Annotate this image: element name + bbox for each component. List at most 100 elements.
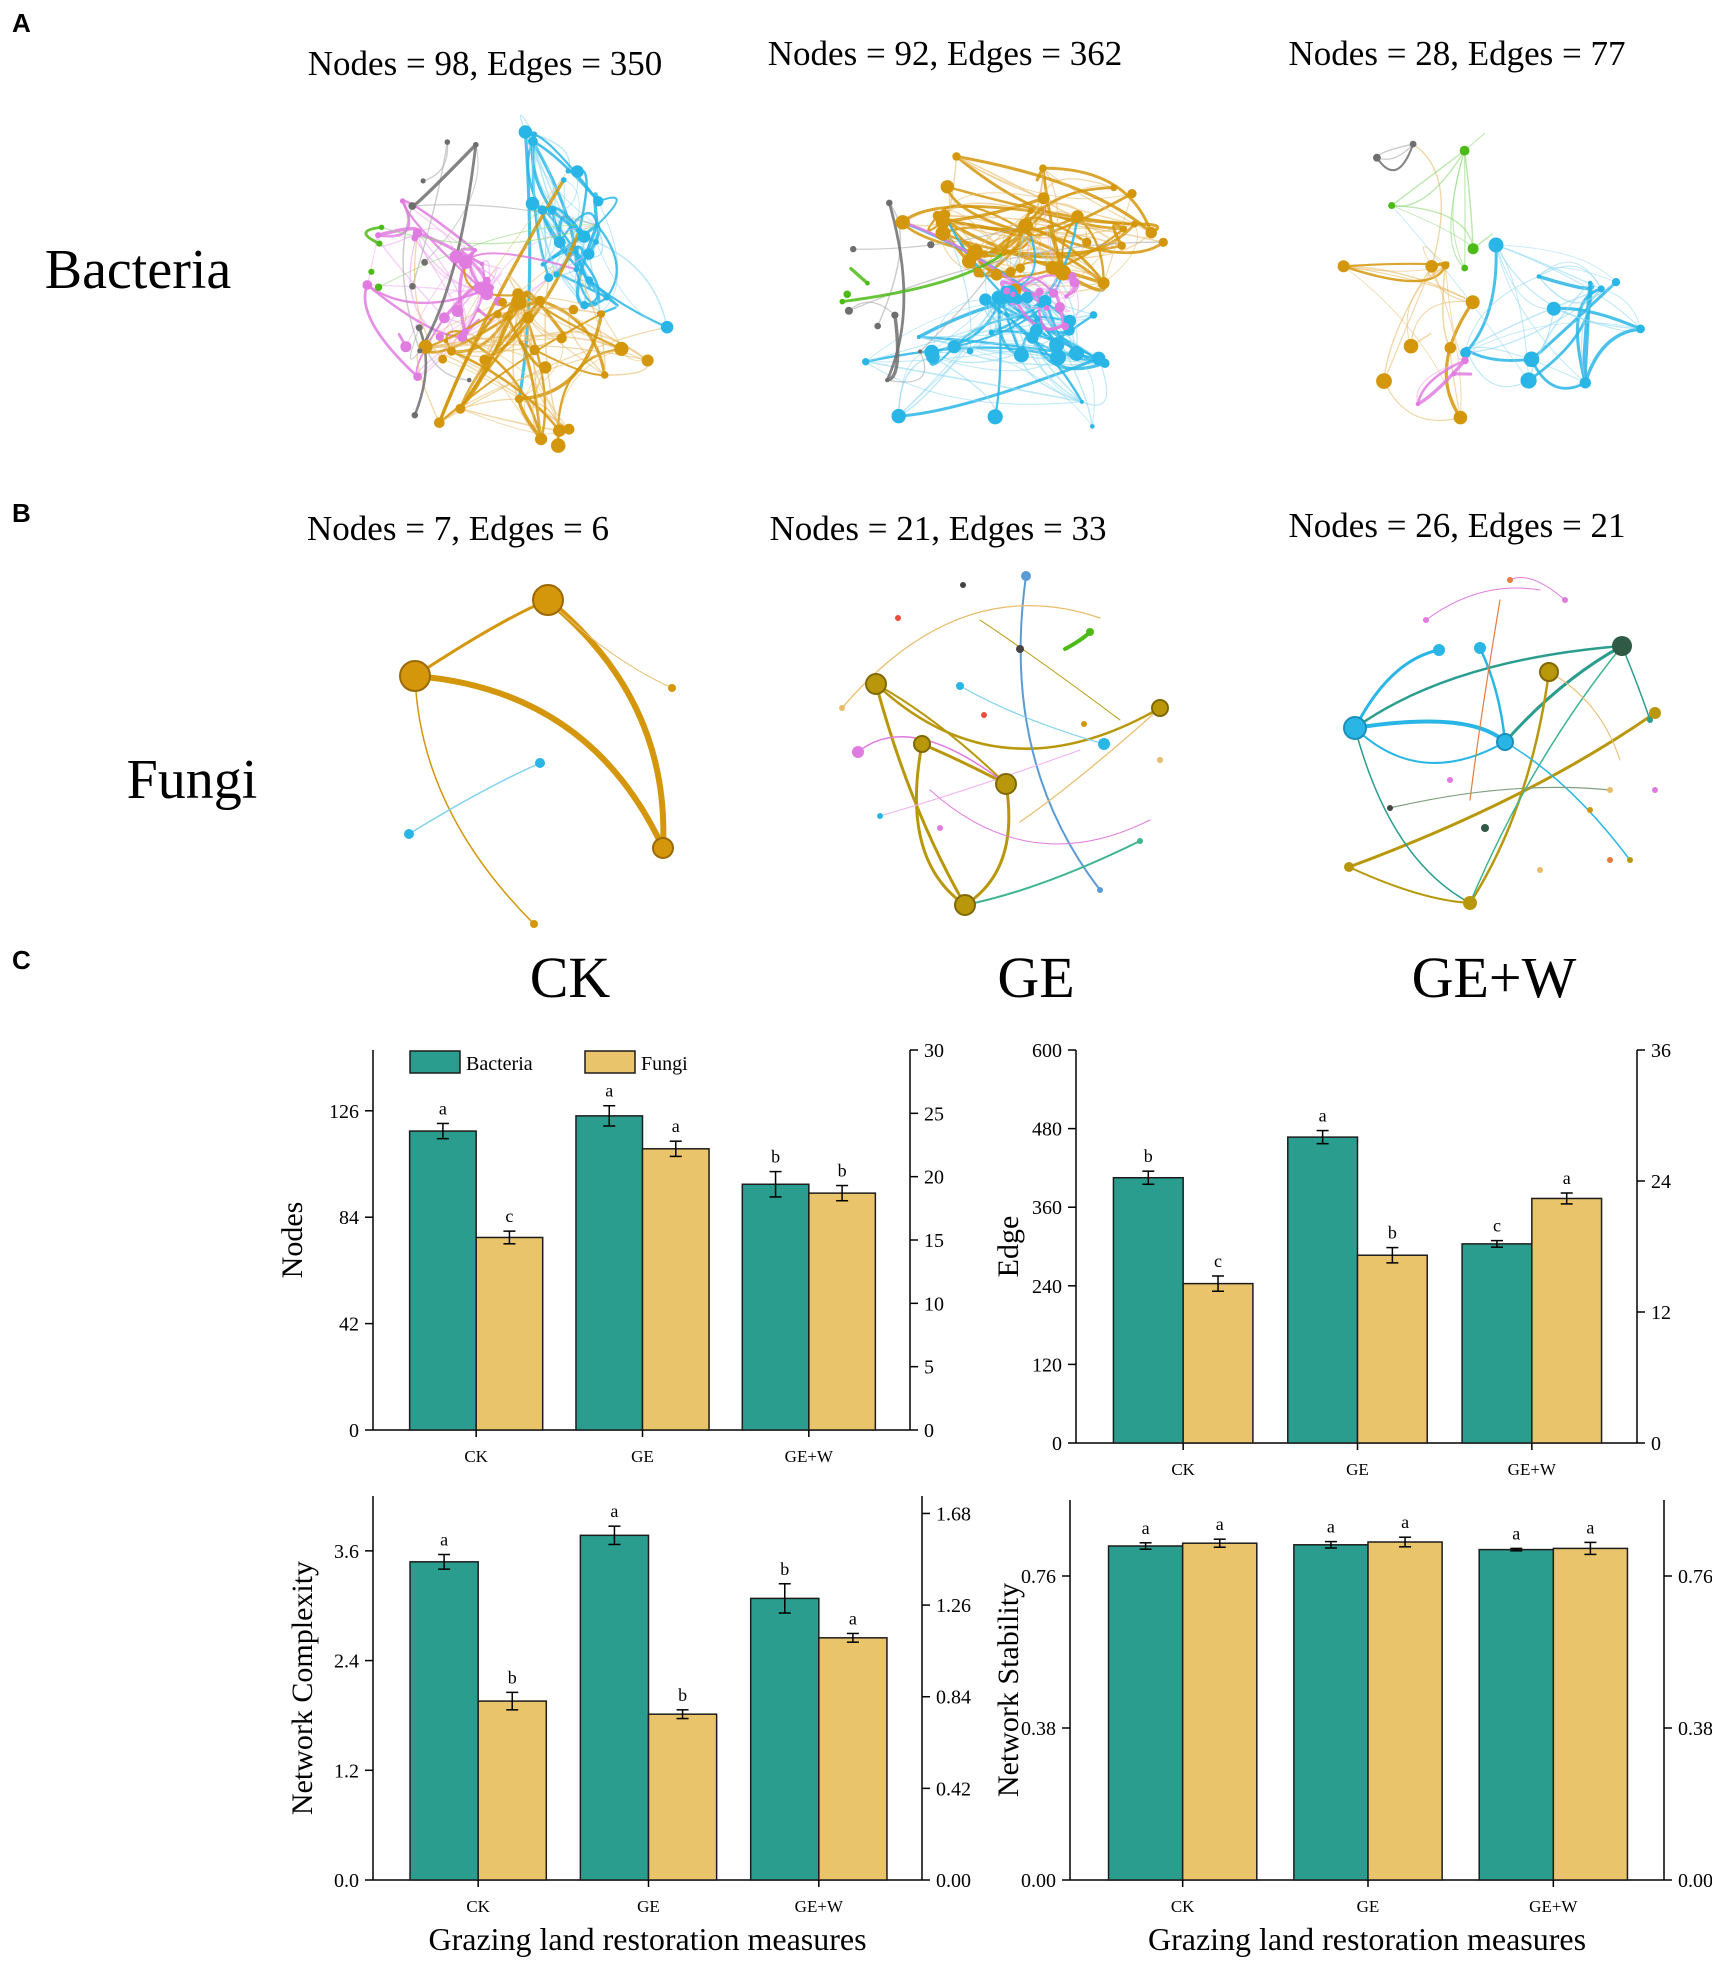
network-edge <box>1464 275 1540 354</box>
y-tick-label-left: 0.0 <box>334 1870 359 1892</box>
network-node <box>850 245 857 253</box>
network-node <box>865 280 870 286</box>
network-node <box>525 196 540 211</box>
y-tick-label-right: 1.26 <box>936 1595 971 1617</box>
network-node <box>1048 288 1059 298</box>
network-edge <box>984 298 1084 403</box>
network-node <box>981 712 987 718</box>
network-node <box>399 660 431 692</box>
network-node <box>1157 757 1163 763</box>
network-node <box>1451 371 1457 377</box>
network-edge <box>994 296 1002 418</box>
bar-bacteria <box>408 1130 477 1431</box>
network-node <box>1611 278 1621 287</box>
network-node <box>1415 401 1421 407</box>
network-node <box>434 417 445 429</box>
network-edge <box>1375 143 1415 172</box>
legend-swatch-fungi <box>584 1050 636 1074</box>
network-edge <box>1538 267 1617 283</box>
network-node <box>404 829 414 839</box>
bar-fungi <box>1182 1282 1254 1444</box>
network-edge <box>1422 246 1446 267</box>
y-tick-label-left: 3.6 <box>334 1541 359 1563</box>
network-node <box>913 735 931 753</box>
network-edge <box>918 336 1106 364</box>
bar-bacteria <box>1107 1545 1184 1881</box>
significance-letter: a <box>1512 1523 1520 1543</box>
network-node <box>473 141 479 148</box>
network-edge <box>1469 599 1501 801</box>
network-edge <box>442 358 570 430</box>
network-edge <box>1412 143 1442 268</box>
network-edge <box>459 407 561 432</box>
network-edge <box>1042 167 1059 269</box>
significance-letter: b <box>508 1667 517 1687</box>
network-edge <box>865 304 1041 363</box>
network-node <box>1029 324 1043 337</box>
network-edge <box>898 332 992 417</box>
legend-swatch-bacteria <box>409 1050 461 1074</box>
network-edge <box>523 300 546 368</box>
network-node <box>1100 358 1110 368</box>
network-edge <box>402 205 421 352</box>
network-node <box>1388 202 1396 209</box>
x-tick-label: GE+W <box>785 1447 834 1466</box>
network-node <box>843 290 851 299</box>
bacteria-ge-network <box>839 152 1168 429</box>
network-node <box>1079 399 1084 404</box>
y-tick-label-right: 12 <box>1651 1302 1671 1324</box>
network-node <box>1539 662 1559 682</box>
network-node <box>476 308 481 313</box>
network-node <box>865 673 887 695</box>
network-edge <box>1495 244 1602 290</box>
network-node <box>1612 636 1632 656</box>
network-node <box>1403 338 1419 354</box>
network-node <box>1049 337 1065 353</box>
network-node <box>1050 349 1066 366</box>
panel-label-b: B <box>12 498 31 528</box>
network-edge <box>885 313 900 382</box>
network-edge <box>1057 356 1095 427</box>
network-node <box>935 225 951 241</box>
y-tick-label-left: 480 <box>1032 1119 1062 1141</box>
network-node <box>1607 787 1613 793</box>
significance-letter: b <box>1388 1223 1397 1243</box>
y-axis-title: Edge <box>992 1216 1025 1278</box>
network-node <box>451 305 464 317</box>
network-node <box>528 136 538 147</box>
network-node <box>457 332 468 343</box>
bacteria-gew-network-title: Nodes = 28, Edges = 77 <box>1288 34 1626 73</box>
network-edge <box>483 229 581 362</box>
network-node <box>1034 316 1041 323</box>
network-node <box>1425 260 1438 273</box>
y-tick-label-left: 360 <box>1032 1197 1062 1219</box>
network-edge <box>936 215 1136 239</box>
network-edge <box>955 155 1123 247</box>
network-node <box>839 705 845 711</box>
network-edge <box>959 685 1105 745</box>
network-edge <box>424 144 479 263</box>
x-tick-label: GE <box>1346 1460 1369 1479</box>
bar-bacteria <box>1287 1136 1359 1444</box>
network-node <box>435 332 444 341</box>
network-node <box>593 196 604 207</box>
network-node <box>1488 237 1504 253</box>
network-edge <box>1410 300 1474 347</box>
x-tick-label: CK <box>466 1897 490 1916</box>
network-edge <box>438 326 668 424</box>
network-node <box>1097 887 1103 893</box>
network-node <box>1587 280 1593 286</box>
network-node <box>466 377 472 383</box>
network-node <box>962 254 977 269</box>
network-edge <box>1030 203 1088 243</box>
network-edge <box>575 224 604 258</box>
network-node <box>891 311 899 319</box>
significance-letter: b <box>1144 1146 1153 1166</box>
network-edge <box>524 293 623 351</box>
network-node <box>652 837 674 859</box>
network-node <box>1068 272 1077 281</box>
network-node <box>1089 311 1098 319</box>
network-node <box>987 409 1003 425</box>
network-node <box>1010 291 1016 297</box>
